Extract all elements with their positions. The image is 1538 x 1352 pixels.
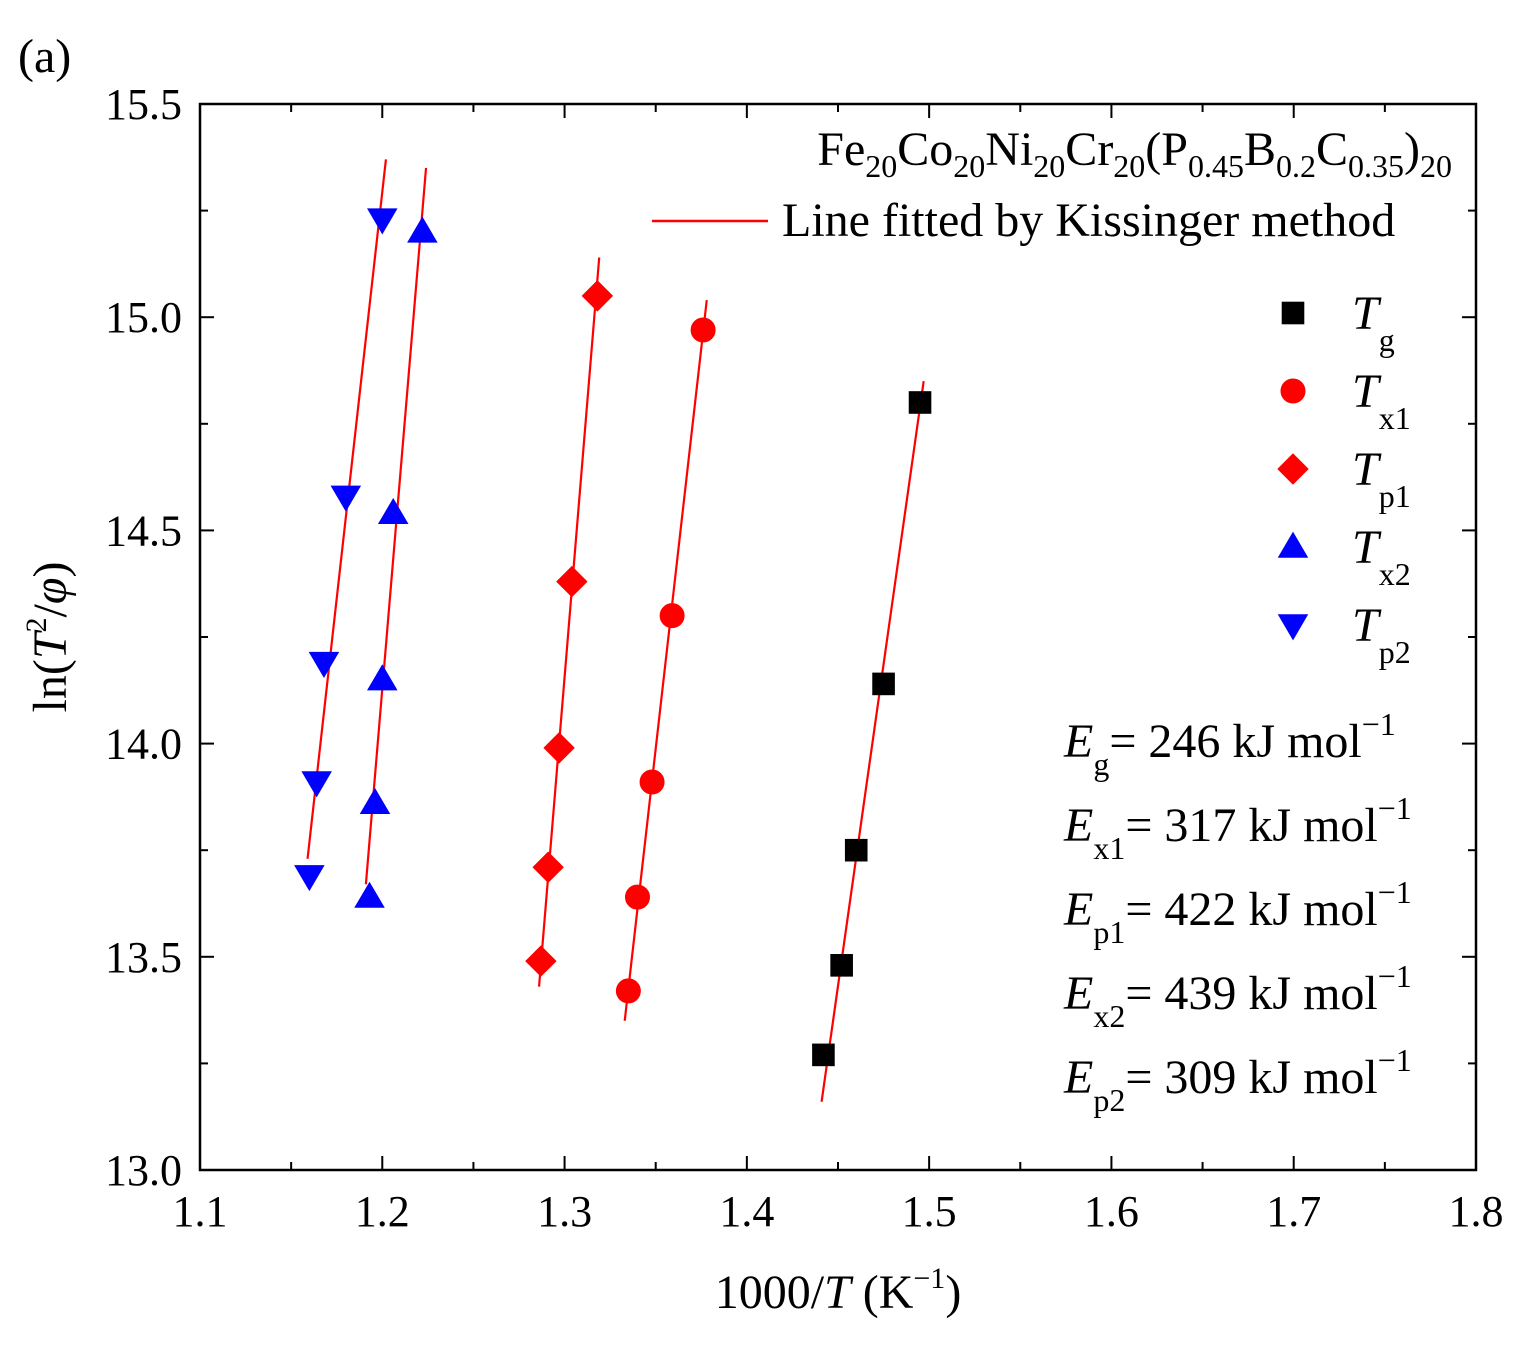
legend-marker-tp2 [1277, 614, 1309, 641]
energy-x1: Ex1= 317 kJ mol−1 [1063, 790, 1412, 866]
energy-x2: Ex2= 439 kJ mol−1 [1063, 958, 1412, 1034]
legend-marker-tx1 [1280, 378, 1306, 404]
chart-title-formula: Fe20​Co20​Ni20​Cr20​(P0.45​B0.2​C0.35​)2… [817, 123, 1452, 184]
point-tg [812, 1043, 835, 1067]
fit-line-tx1 [623, 300, 708, 1021]
point-tx1 [615, 978, 641, 1004]
point-tx1 [659, 603, 685, 629]
y-tick-label: 14.0 [105, 720, 182, 769]
point-tp1 [543, 732, 575, 764]
point-tp2 [330, 485, 362, 512]
y-tick-label: 13.5 [105, 933, 182, 982]
x-tick-label: 1.5 [902, 1187, 957, 1236]
y-axis-title: ln(T2/φ) [20, 562, 77, 713]
legend-label-tg: Tg [1352, 287, 1395, 358]
point-tp1 [556, 565, 588, 598]
panel-label: (a) [18, 30, 71, 83]
legend-marker-tp1 [1277, 453, 1309, 485]
legend-marker-tg [1281, 301, 1305, 325]
point-tg [872, 672, 895, 696]
energy-p2: Ep2= 309 kJ mol−1 [1063, 1042, 1412, 1118]
y-tick-label: 13.0 [105, 1146, 182, 1195]
axis-ticks [199, 103, 1477, 1171]
point-tp2 [301, 771, 332, 798]
x-tick-label: 1.2 [355, 1187, 410, 1236]
legend-label-tp1: Tp1 [1352, 443, 1411, 514]
legend-marker-tx2 [1277, 531, 1309, 558]
point-tg [908, 391, 932, 414]
point-tp1 [525, 945, 557, 977]
fit-line-tx2 [364, 167, 428, 885]
point-tx2 [407, 216, 438, 243]
point-tp2 [294, 865, 325, 892]
legend-label-tp2: Tp2 [1352, 599, 1411, 670]
x-tick-labels: 1.1 1.2 1.3 1.4 1.5 1.6 1.7 1.8 [173, 1187, 1504, 1236]
point-tx2 [367, 664, 398, 691]
fit-line-tg [820, 381, 925, 1102]
legend-label-tx2: Tx2 [1352, 521, 1411, 592]
point-tx2 [377, 497, 409, 525]
x-tick-label: 1.8 [1449, 1187, 1504, 1236]
y-tick-label: 15.0 [105, 293, 182, 342]
point-tp2 [367, 208, 398, 235]
x-tick-label: 1.4 [719, 1187, 774, 1236]
activation-energies: Eg= 246 kJ mol−1 Ex1= 317 kJ mol−1 Ep1= 42… [1063, 706, 1412, 1118]
x-tick-label: 1.3 [537, 1187, 592, 1236]
energy-g: Eg= 246 kJ mol−1 [1063, 706, 1396, 782]
series-legend: Tg Tx1 Tp1 Tx2 Tp2 [1277, 287, 1411, 670]
point-tp1 [532, 851, 564, 883]
point-tx2 [359, 787, 391, 814]
y-tick-label: 14.5 [105, 506, 182, 555]
y-tick-labels: 13.0 13.5 14.0 14.5 15.0 15.5 [105, 80, 182, 1195]
point-tx1 [639, 769, 665, 795]
point-tx2 [354, 881, 385, 908]
point-tp2 [308, 651, 340, 678]
data-points [294, 208, 932, 1067]
point-tg [844, 838, 868, 862]
legend-label-tx1: Tx1 [1352, 365, 1411, 436]
fit-legend-label: Line fitted by Kissinger method [782, 194, 1395, 247]
y-tick-label: 15.5 [105, 80, 182, 129]
x-axis-title: 1000/T (K−1) [715, 1262, 962, 1319]
point-tp1 [581, 280, 614, 312]
energy-p1: Ep1= 422 kJ mol−1 [1063, 874, 1412, 950]
point-tx1 [690, 317, 716, 343]
x-tick-label: 1.7 [1266, 1187, 1321, 1236]
point-tx1 [624, 884, 650, 910]
point-tg [830, 954, 853, 977]
x-tick-label: 1.6 [1084, 1187, 1139, 1236]
x-tick-label: 1.1 [173, 1187, 228, 1236]
